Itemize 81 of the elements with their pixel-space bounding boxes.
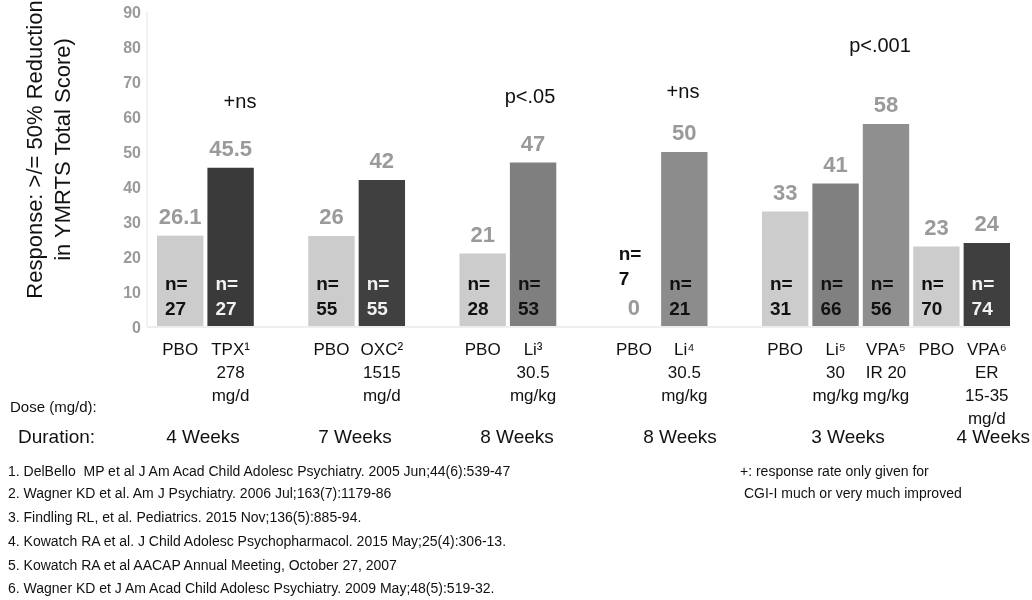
data-label: 0 xyxy=(627,295,641,320)
y-tick-label: 10 xyxy=(123,283,142,301)
annotation: n= 27 xyxy=(215,273,239,319)
bar xyxy=(812,183,859,327)
y-tick-label: 90 xyxy=(123,3,142,21)
text: 1. DelBello MP et al J Am Acad Child Adolesc Psychiatry. 2005 Jun;44(6):539-47 xyxy=(8,463,511,479)
y-tick-label: 80 xyxy=(123,38,142,56)
annotation: +ns xyxy=(666,80,700,102)
text: 6. Wagner KD et J Am Acad Child Adolesc Psychiatry. 2009 May;48(5):519-32. xyxy=(8,580,495,596)
bar xyxy=(308,236,355,327)
annotation: n= 31 xyxy=(769,273,793,319)
data-label: 58 xyxy=(873,92,899,117)
data-label: 23 xyxy=(924,214,949,240)
annotation: n= 53 xyxy=(517,273,541,319)
bar xyxy=(207,167,254,327)
text: 3 Weeks xyxy=(811,426,885,447)
y-tick-label: 40 xyxy=(123,178,142,196)
text: 4 Weeks xyxy=(956,426,1030,447)
x-tick-label: OXC² 1515 mg/d xyxy=(360,340,404,405)
y-tick-label: 0 xyxy=(132,318,142,336)
bar xyxy=(661,152,708,327)
x-tick-label: PBO xyxy=(918,340,955,359)
data-label: 42 xyxy=(369,148,395,173)
data-label: 24 xyxy=(974,211,1000,236)
annotation: n= 7 xyxy=(618,243,642,289)
text: Duration: xyxy=(18,426,96,447)
x-tick-label: PBO xyxy=(313,340,350,359)
y-tick-label: 50 xyxy=(123,143,142,161)
bar xyxy=(963,243,1010,327)
data-label: 33 xyxy=(772,179,798,205)
text: Dose (mg/d): xyxy=(10,398,97,415)
data-label: 26 xyxy=(319,204,344,229)
y-tick-label: 60 xyxy=(123,108,142,126)
data-label: 47 xyxy=(520,130,546,156)
text: +: response rate only given for CGI-I much or very much improved xyxy=(740,463,962,501)
data-label: 45.5 xyxy=(209,135,253,161)
x-tick-label: VPA⁵ IR 20 mg/kg xyxy=(862,340,910,405)
text: 8 Weeks xyxy=(480,426,554,447)
annotation: n= 55 xyxy=(316,273,339,319)
text: 7 Weeks xyxy=(318,426,392,447)
x-tick-label: PBO xyxy=(615,340,652,359)
annotation: n= 21 xyxy=(669,273,692,319)
annotation: p<.05 xyxy=(504,85,556,107)
annotation: n= 28 xyxy=(467,273,491,319)
annotation: n= 27 xyxy=(165,273,188,319)
bar xyxy=(509,162,557,327)
y-tick-label: 30 xyxy=(123,213,142,231)
bar xyxy=(862,124,910,327)
y-tick-label: 20 xyxy=(123,248,142,266)
text: 2. Wagner KD et al. Am J Psychiatry. 2006 Jul;163(7):1179-86 xyxy=(8,485,392,501)
x-tick-label: Li³ 30.5 mg/kg xyxy=(509,340,557,405)
text: 8 Weeks xyxy=(643,426,717,447)
bar xyxy=(459,253,506,327)
annotation: n= 66 xyxy=(820,273,844,319)
x-tick-label: Li⁴ 30.5 mg/kg xyxy=(661,340,708,405)
x-tick-label: Li⁵ 30 mg/kg xyxy=(812,340,859,405)
annotation: n= 55 xyxy=(366,273,390,319)
annotation: n= 70 xyxy=(921,273,944,319)
data-label: 21 xyxy=(470,221,495,247)
text: 5. Kowatch RA et al AACAP Annual Meeting, October 27, 2007 xyxy=(8,557,398,573)
data-label: 26.1 xyxy=(158,203,202,229)
x-tick-label: VPA⁶ ER 15-35 mg/d xyxy=(965,340,1009,428)
bar xyxy=(157,235,204,327)
data-label: 41 xyxy=(823,151,848,177)
annotation: n= 56 xyxy=(870,273,894,319)
annotation: p<.001 xyxy=(849,34,911,56)
x-tick-label: PBO xyxy=(464,340,501,359)
x-tick-label: TPX¹ 278 mg/d xyxy=(211,340,251,405)
text: 4 Weeks xyxy=(166,426,240,447)
x-tick-label: PBO xyxy=(162,340,199,359)
y-axis-title: Response: >/= 50% Reduction in YMRTS Total Score) xyxy=(22,0,75,299)
annotation: +ns xyxy=(223,90,257,112)
bar xyxy=(913,246,960,327)
annotation: n= 74 xyxy=(971,273,995,319)
data-label: 50 xyxy=(672,120,697,145)
text: 3. Findling RL, et al. Pediatrics. 2015 Nov;136(5):885-94. xyxy=(8,509,362,525)
bar xyxy=(358,180,406,327)
bar xyxy=(761,211,809,327)
y-tick-label: 70 xyxy=(123,73,142,91)
x-tick-label: PBO xyxy=(767,340,804,359)
text: 4. Kowatch RA et al. J Child Adolesc Psychopharmacol. 2015 May;25(4):306-13. xyxy=(8,533,507,549)
